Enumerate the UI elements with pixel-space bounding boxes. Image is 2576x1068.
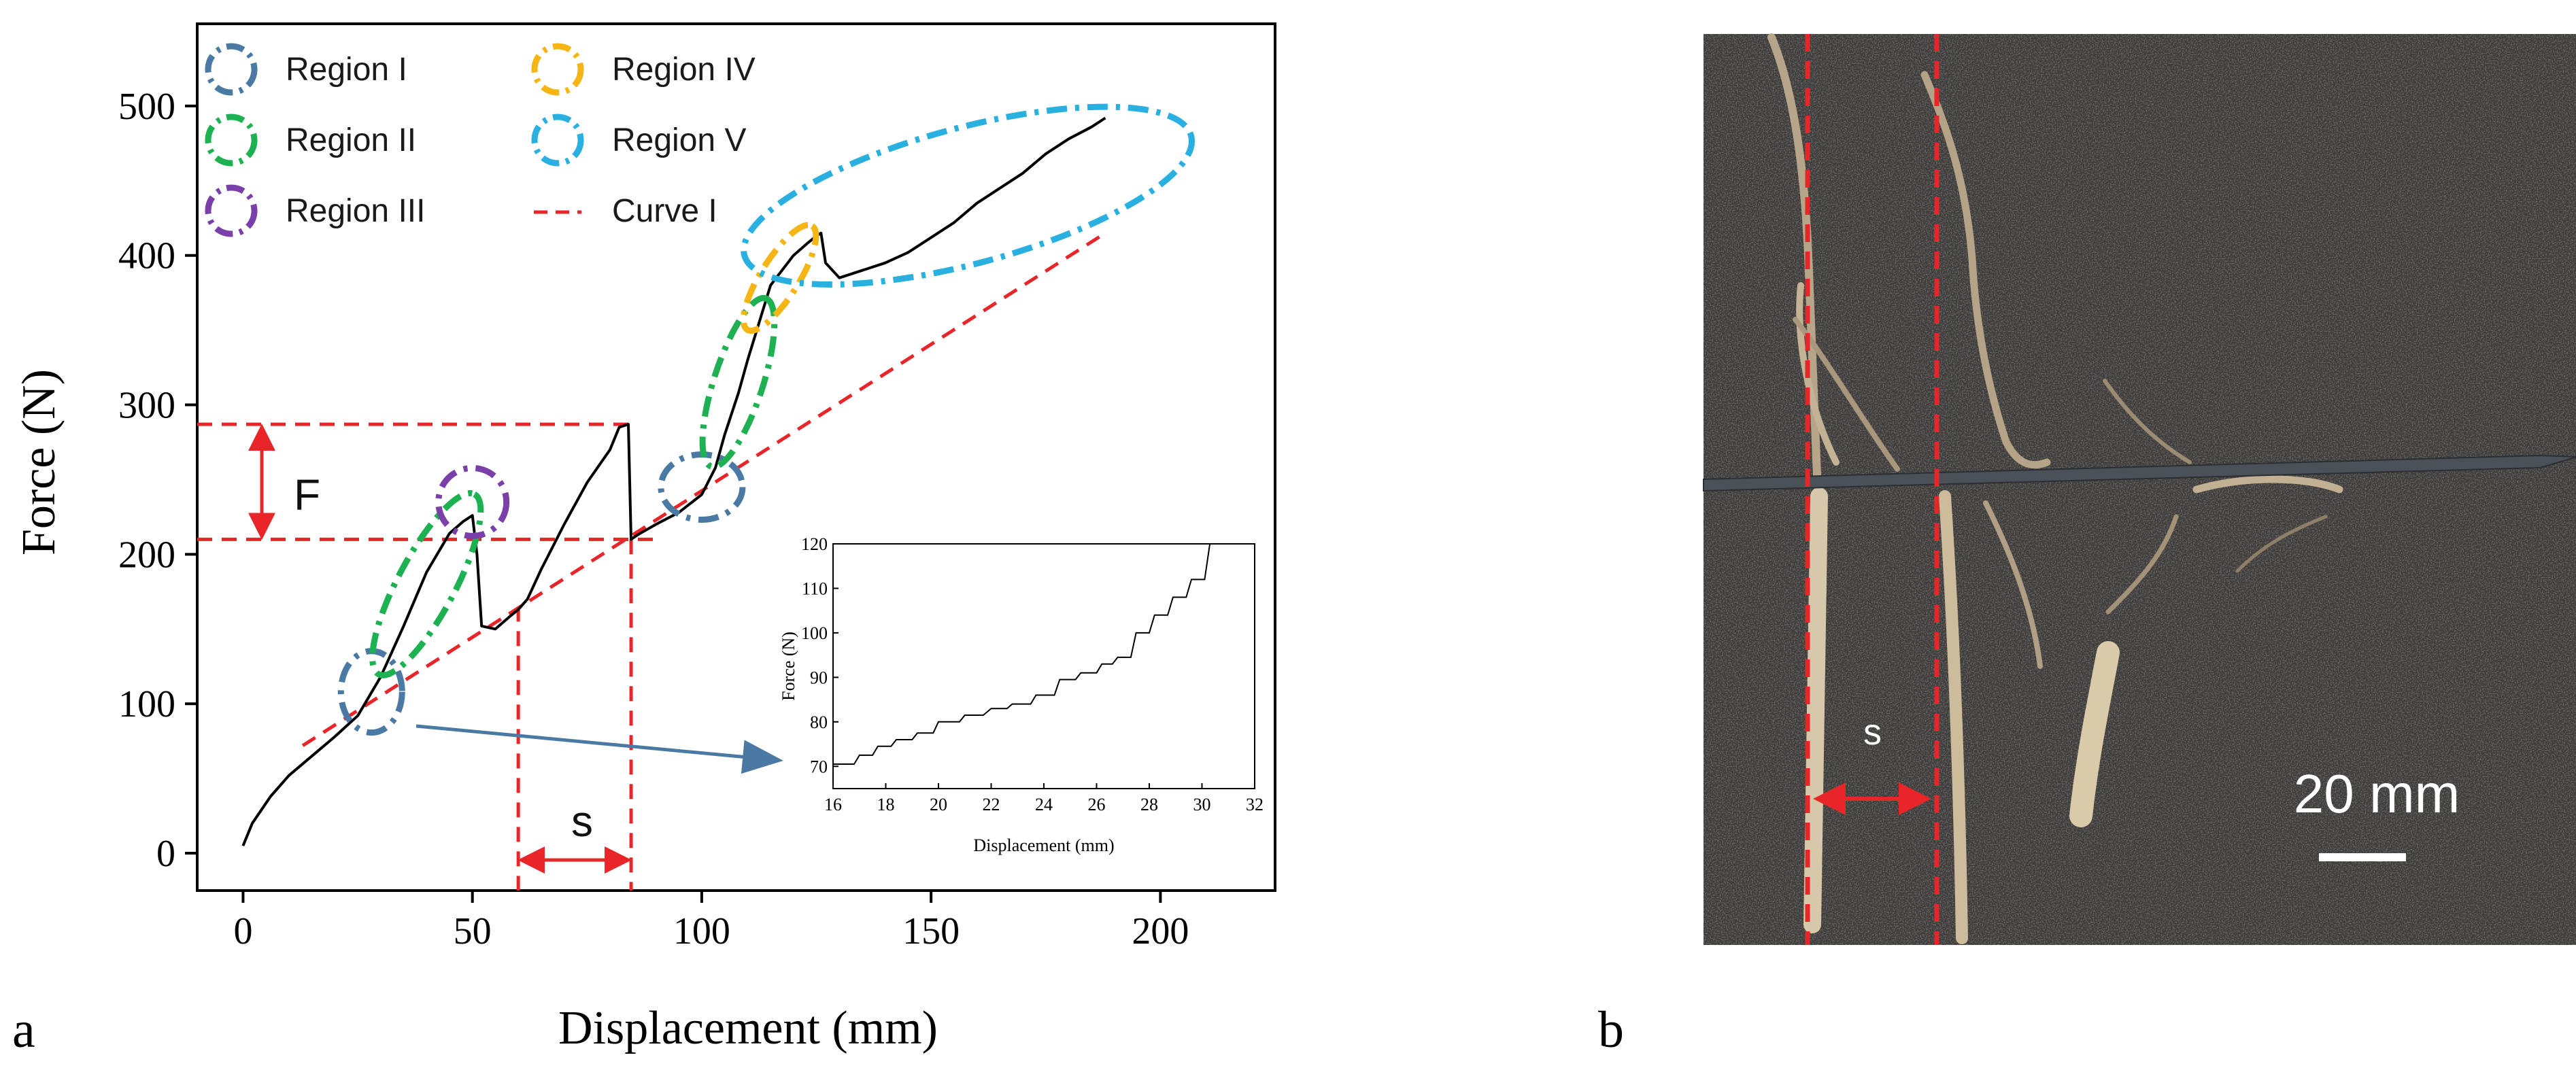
inset-x-tick-label: 28 [1140,795,1158,814]
region-marker-region-ii [369,489,484,678]
region-marker-region-iii [435,464,510,539]
panel-b-label: b [1598,1001,1624,1058]
inset-pointer-arrow [416,724,783,774]
inset-x-tick-label: 26 [1088,795,1106,814]
x-tick-label: 0 [233,910,252,952]
x-tick-label: 150 [902,910,960,952]
y-axis-ticks: 0 100 200 300 400 500 [118,86,197,875]
force-curve-line [241,116,1106,846]
scale-bar [2319,853,2406,861]
legend-label: Region I [286,52,407,88]
legend-swatch-region-v [531,114,584,167]
legend-label: Curve I [612,193,717,229]
panel-b-photo: s 20 mm b [1598,33,2576,1058]
region-marker-region-i [658,451,746,523]
inset-chart: 16 18 20 22 24 26 28 30 32 70 80 90 100 110 120 Displ… [779,534,1264,855]
legend-label: Region IV [612,52,756,88]
legend-swatch-region-ii [205,114,258,167]
y-tick-label: 100 [118,683,175,725]
legend-label: Region III [286,193,425,229]
y-tick-label: 0 [156,833,175,875]
panel-a-label: a [12,1001,35,1058]
inset-x-tick-label: 18 [877,795,895,814]
y-tick-label: 300 [118,385,175,427]
guide-lines [197,422,659,891]
inset-x-axis-ticks: 16 18 20 22 24 26 28 30 32 [824,783,1264,814]
legend-label: Region V [612,122,746,158]
inset-y-tick-label: 110 [802,579,828,598]
inset-frame [832,543,1255,789]
inset-y-tick-label: 120 [801,534,828,554]
legend-label: Region II [286,122,416,158]
inset-x-tick-label: 22 [983,795,1000,814]
inset-y-axis-title: Force (N) [779,632,798,701]
f-annotation: F [294,470,320,519]
inset-y-tick-label: 100 [801,623,828,643]
inset-x-axis-title: Displacement (mm) [973,836,1114,855]
legend-swatch-region-iii [205,184,258,237]
x-axis-ticks: 0 50 100 150 200 [233,891,1189,952]
y-tick-label: 400 [118,235,175,277]
legend-swatch-region-iv [531,43,584,96]
photo-s-label: s [1863,712,1882,753]
s-annotation: s [571,797,593,846]
region-marker-region-ii [699,294,778,470]
plot-frame [196,22,1276,892]
inset-x-tick-label: 32 [1246,795,1264,814]
y-tick-label: 500 [118,86,175,128]
region-markers [337,103,1196,736]
panel-a-chart: 0 50 100 150 200 0 100 200 300 400 500 F s Displa… [12,22,1276,1058]
y-tick-label: 200 [118,534,175,576]
x-tick-label: 200 [1132,910,1189,952]
inset-x-tick-label: 16 [824,795,842,814]
inset-x-tick-label: 30 [1193,795,1211,814]
scale-bar-label: 20 mm [2294,763,2460,824]
inset-y-tick-label: 70 [810,757,828,776]
inset-y-tick-label: 90 [810,668,828,687]
legend-swatch-region-i [205,43,258,96]
x-axis-title: Displacement (mm) [558,1002,938,1054]
steel-probe [1703,454,2576,492]
x-tick-label: 100 [673,910,730,952]
inset-x-tick-label: 20 [930,795,947,814]
x-tick-label: 50 [454,910,492,952]
inset-force-line [833,543,1211,765]
y-axis-title: Force (N) [13,369,65,555]
legend: Region I Region IV Region II Region V Region… [205,43,756,237]
region-marker-region-v [741,103,1196,288]
region-marker-region-iv [740,222,819,334]
inset-y-tick-label: 80 [810,712,828,732]
inset-x-tick-label: 24 [1035,795,1053,814]
inset-y-axis-ticks: 70 80 90 100 110 120 [801,534,838,776]
